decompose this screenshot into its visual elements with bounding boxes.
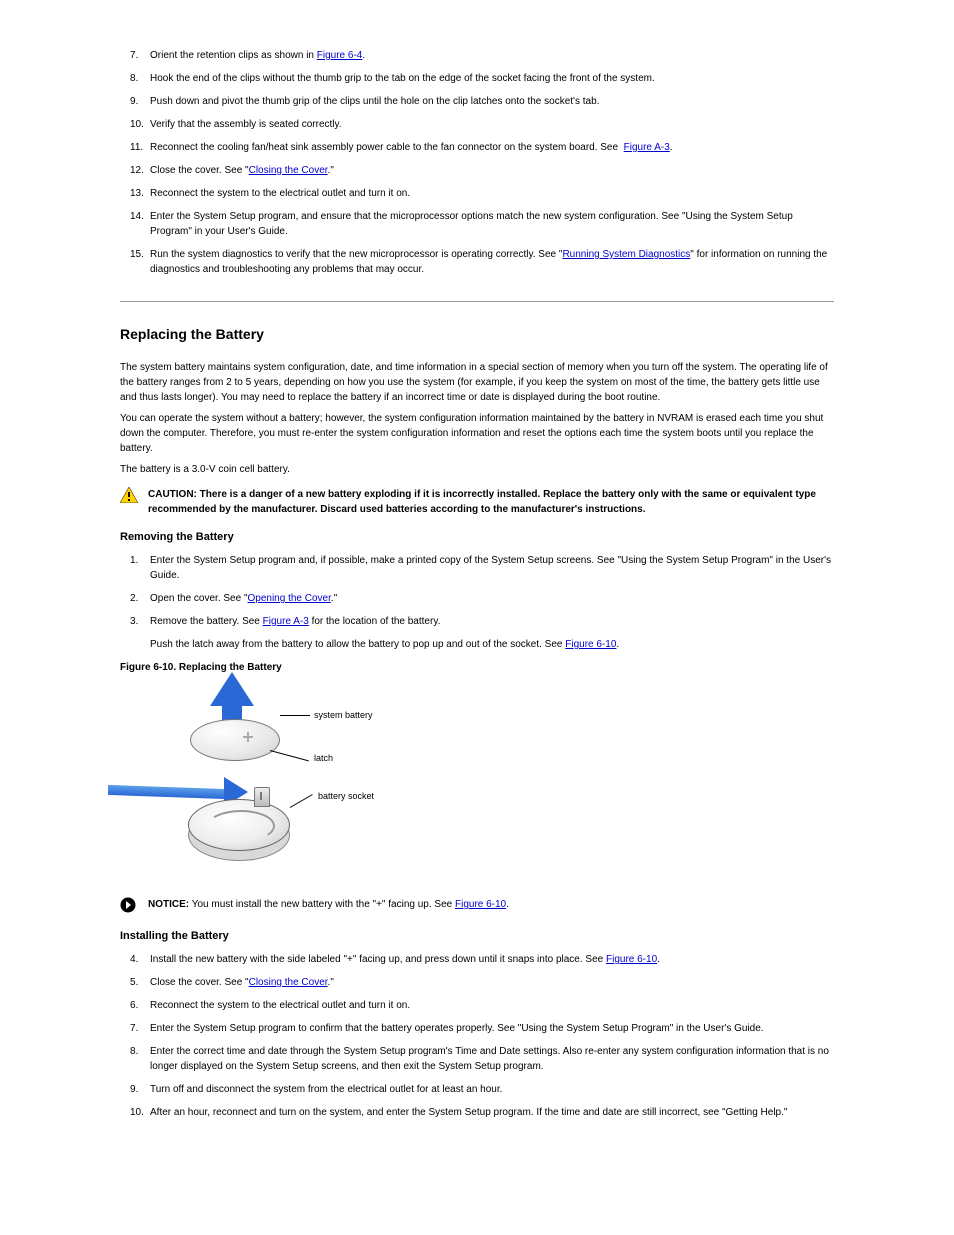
battery-paragraph-3: The battery is a 3.0-V coin cell battery… (120, 462, 834, 477)
notice-body: You must install the new battery with th… (189, 899, 455, 910)
figure-link[interactable]: Figure 6-10 (606, 954, 657, 965)
step-text: Orient the retention clips as shown in (150, 50, 317, 61)
section-divider (120, 301, 834, 302)
callout-latch: latch (314, 753, 333, 763)
step-11: Reconnect the cooling fan/heat sink asse… (120, 140, 834, 155)
period: . (362, 50, 365, 61)
inst-step-10: After an hour, reconnect and turn on the… (120, 1105, 834, 1120)
step-14: Enter the System Setup program, and ensu… (120, 209, 834, 239)
battery-paragraph-2: You can operate the system without a bat… (120, 411, 834, 456)
figure-link[interactable]: Figure 6-10 (565, 639, 616, 650)
side-arrow-icon (108, 785, 228, 799)
leader-line (280, 715, 310, 716)
step-text: Remove the battery. See (150, 616, 263, 627)
installing-battery-heading: Installing the Battery (120, 930, 834, 942)
figure-link[interactable]: Figure A-3 (624, 142, 670, 153)
step-12: Close the cover. See "Closing the Cover.… (120, 163, 834, 178)
figure-6-10: system battery latch battery socket (120, 677, 410, 887)
notice-text: NOTICE: You must install the new battery… (148, 897, 834, 912)
tail: ." (328, 977, 334, 988)
tail: ." (331, 593, 337, 604)
callout-socket: battery socket (318, 791, 374, 801)
installing-battery-steps: Install the new battery with the side la… (120, 952, 834, 1120)
diagnostics-link[interactable]: Running System Diagnostics (562, 249, 690, 260)
step-10: Verify that the assembly is seated corre… (120, 117, 834, 132)
step-text: Reconnect the cooling fan/heat sink asse… (150, 142, 621, 153)
step-9: Push down and pivot the thumb grip of th… (120, 94, 834, 109)
step-13: Reconnect the system to the electrical o… (120, 186, 834, 201)
notice-row: NOTICE: You must install the new battery… (120, 897, 834, 916)
inst-step-9: Turn off and disconnect the system from … (120, 1082, 834, 1097)
step-7: Orient the retention clips as shown in F… (120, 48, 834, 63)
notice-label: NOTICE: (148, 899, 189, 910)
figure-link[interactable]: Figure 6-4 (317, 50, 363, 61)
step-text: Open the cover. See " (150, 593, 248, 604)
rem-step-3: Remove the battery. See Figure A-3 for t… (120, 614, 834, 652)
battery-paragraph-1: The system battery maintains system conf… (120, 360, 834, 405)
caution-row: CAUTION: There is a danger of a new batt… (120, 487, 834, 517)
period: . (616, 639, 619, 650)
closing-cover-link[interactable]: Closing the Cover (249, 165, 328, 176)
callout-battery: system battery (314, 710, 373, 720)
caution-text: CAUTION: There is a danger of a new batt… (148, 487, 834, 517)
replacing-battery-heading: Replacing the Battery (120, 326, 834, 342)
step-text: Close the cover. See " (150, 977, 249, 988)
closing-cover-link[interactable]: Closing the Cover (249, 977, 328, 988)
leader-line (270, 750, 309, 761)
leader-line (290, 794, 313, 808)
substep-text: Push the latch away from the battery to … (150, 639, 565, 650)
caution-body: There is a danger of a new battery explo… (148, 489, 816, 515)
inst-step-4: Install the new battery with the side la… (120, 952, 834, 967)
inst-step-8: Enter the correct time and date through … (120, 1044, 834, 1074)
period: . (670, 142, 673, 153)
step-text: for the location of the battery. (312, 616, 441, 627)
battery-illustration (190, 697, 280, 747)
step-text: Install the new battery with the side la… (150, 954, 606, 965)
figure-link[interactable]: Figure 6-10 (455, 899, 506, 910)
step-text: Run the system diagnostics to verify tha… (150, 249, 562, 260)
socket-illustration (188, 799, 290, 851)
install-microprocessor-steps: Orient the retention clips as shown in F… (120, 48, 834, 277)
step-15: Run the system diagnostics to verify tha… (120, 247, 834, 277)
substep: Push the latch away from the battery to … (150, 637, 834, 652)
rem-step-2: Open the cover. See "Opening the Cover." (120, 591, 834, 606)
step-8: Hook the end of the clips without the th… (120, 71, 834, 86)
period: . (657, 954, 660, 965)
period: . (506, 899, 509, 910)
figure-link[interactable]: Figure A-3 (263, 616, 309, 627)
inst-step-7: Enter the System Setup program to confir… (120, 1021, 834, 1036)
removing-battery-heading: Removing the Battery (120, 531, 834, 543)
latch-illustration (254, 787, 270, 807)
opening-cover-link[interactable]: Opening the Cover (248, 593, 331, 604)
inst-step-5: Close the cover. See "Closing the Cover.… (120, 975, 834, 990)
inst-step-6: Reconnect the system to the electrical o… (120, 998, 834, 1013)
tail: ." (328, 165, 334, 176)
caution-icon (120, 487, 140, 506)
caution-label: CAUTION: (148, 489, 197, 500)
rem-step-1: Enter the System Setup program and, if p… (120, 553, 834, 583)
step-text: Close the cover. See " (150, 165, 249, 176)
removing-battery-steps: Enter the System Setup program and, if p… (120, 553, 834, 652)
notice-icon (120, 897, 140, 916)
